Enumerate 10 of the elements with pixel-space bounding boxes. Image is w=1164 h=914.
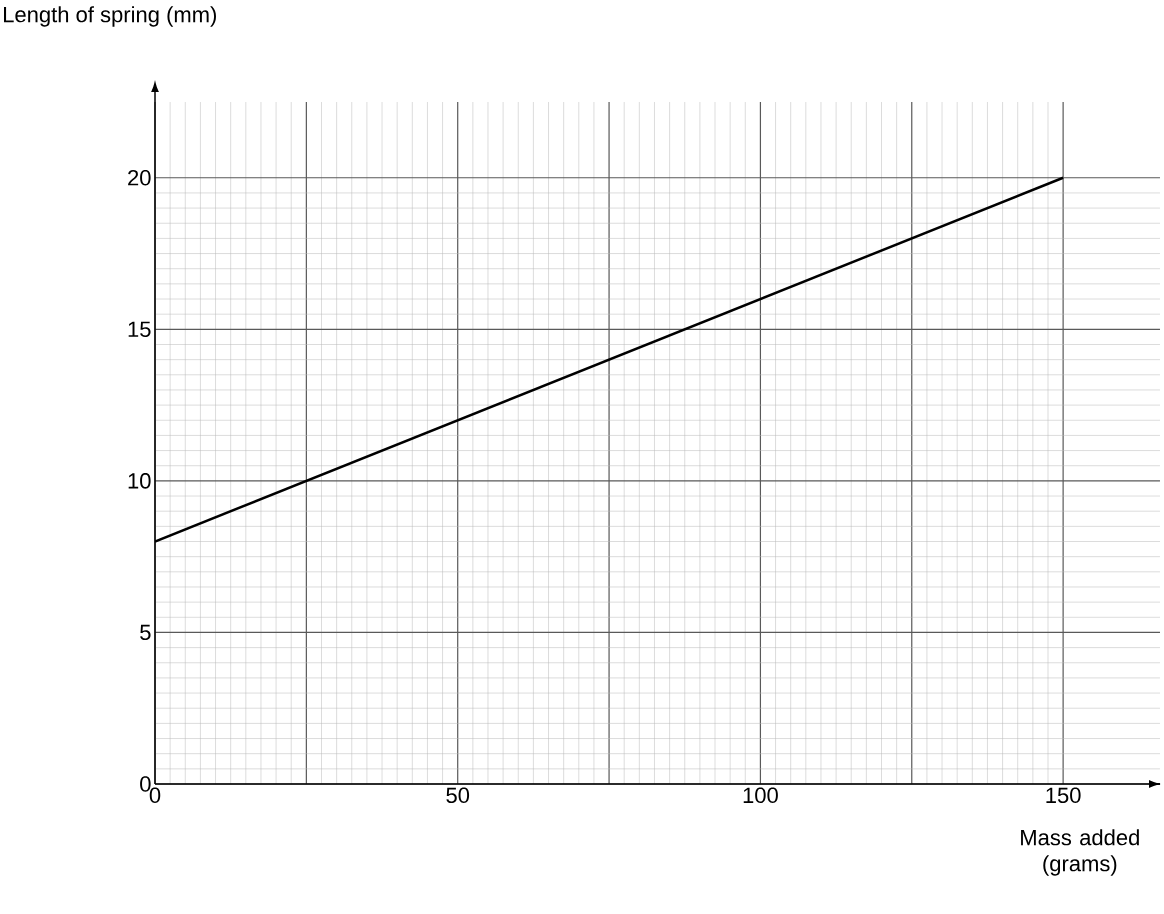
- x-axis-title: Mass added (grams): [1021, 829, 1139, 876]
- y-tick-label: 15: [128, 321, 151, 338]
- y-tick-label: 10: [128, 473, 151, 489]
- x-tick-label: 150: [1046, 787, 1081, 804]
- y-tick-label: 0: [140, 776, 151, 792]
- x-tick-label: 50: [446, 787, 470, 804]
- y-tick-label: 5: [140, 624, 151, 641]
- x-tick-label: 100: [743, 787, 778, 804]
- y-axis-title: Length of spring (mm): [4, 6, 216, 27]
- y-tick-label: 20: [128, 169, 151, 186]
